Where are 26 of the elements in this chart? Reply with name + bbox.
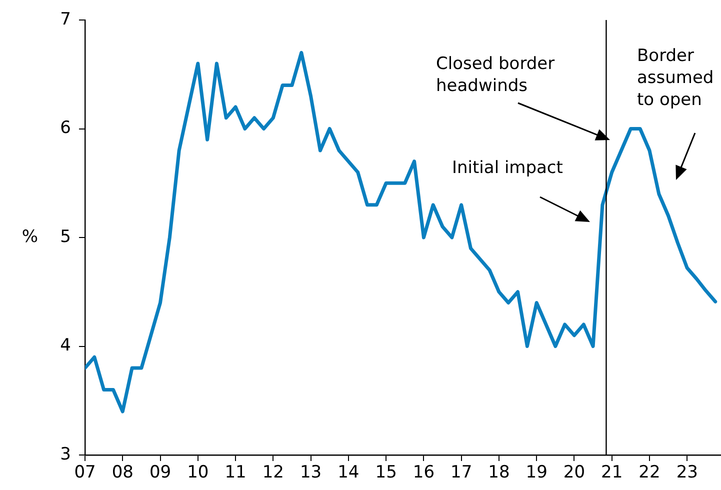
x-tick-label: 13 bbox=[300, 462, 322, 483]
y-axis-title: % bbox=[22, 226, 38, 247]
x-tick-label: 10 bbox=[187, 462, 209, 483]
x-tick-label: 16 bbox=[412, 462, 435, 483]
x-tick-label: 17 bbox=[450, 462, 472, 483]
x-tick-label: 22 bbox=[638, 462, 660, 483]
x-tick-label: 11 bbox=[224, 462, 246, 483]
x-tick-label: 07 bbox=[74, 462, 96, 483]
annotation: Border assumed to open bbox=[637, 46, 714, 110]
x-tick-label: 09 bbox=[149, 462, 172, 483]
x-tick-label: 21 bbox=[601, 462, 623, 483]
annotation: Initial impact bbox=[452, 158, 564, 178]
annotation: Closed border headwinds bbox=[436, 54, 555, 96]
x-tick-label: 08 bbox=[112, 462, 134, 483]
y-tick-label: 5 bbox=[60, 226, 71, 247]
x-tick-label: 12 bbox=[262, 462, 284, 483]
y-tick-label: 3 bbox=[60, 444, 71, 464]
x-tick-label: 19 bbox=[526, 462, 548, 483]
y-tick-label: 6 bbox=[60, 118, 71, 138]
x-tick-label: 20 bbox=[563, 462, 586, 483]
x-tick-label: 23 bbox=[676, 462, 698, 483]
y-tick-label: 4 bbox=[60, 336, 71, 356]
x-tick-label: 14 bbox=[338, 462, 360, 483]
x-tick-label: 18 bbox=[488, 462, 510, 483]
y-tick-label: 7 bbox=[60, 9, 71, 30]
x-tick-label: 15 bbox=[375, 462, 397, 483]
